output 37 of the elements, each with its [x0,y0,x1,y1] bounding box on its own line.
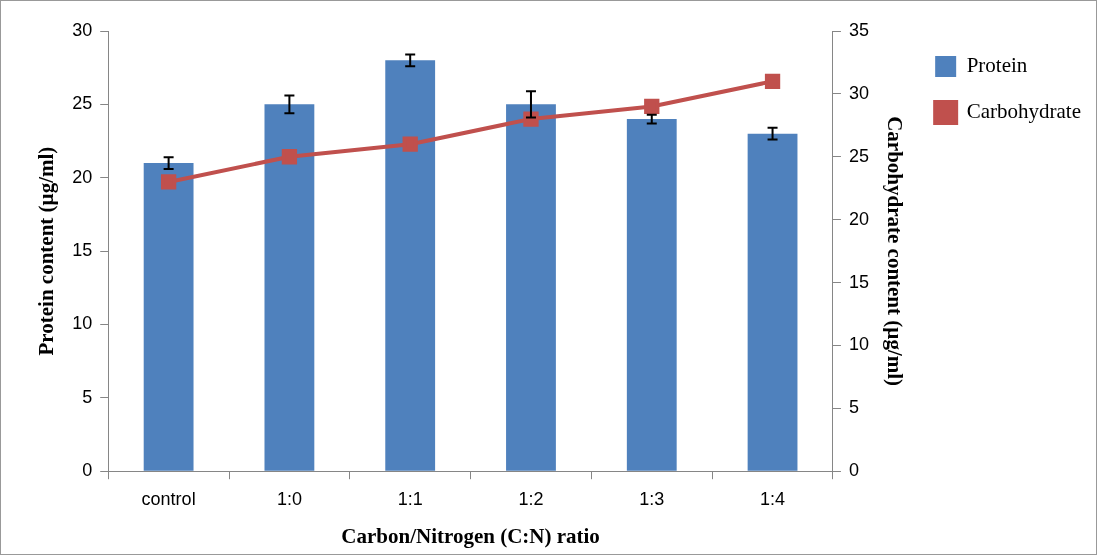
point [160,174,177,190]
bar [506,104,556,471]
y2-tick-label: 15 [848,271,869,292]
y-tick-label: 10 [72,313,93,334]
y-axis-title: Protein content (µg/ml) [34,146,59,356]
legend-label: Carbohydrate [966,99,1081,124]
x-tick-label: 1:2 [518,488,544,509]
y2-tick-label: 30 [848,82,869,103]
x-tick-label: 1:3 [639,488,665,509]
y-tick-label: 15 [72,240,93,261]
point [644,98,660,115]
y2-tick-label: 20 [848,208,869,229]
y2-tick-label: 25 [848,145,869,166]
y2-tick-label: 5 [848,397,859,418]
bar [143,163,194,471]
bar [385,60,436,471]
bar [626,119,677,471]
bar [264,104,315,471]
x-tick-label: 1:4 [760,488,786,509]
point [764,73,781,89]
x-tick-label: 1:0 [276,488,302,509]
bar [747,133,798,471]
y2-tick-label: 0 [848,460,859,481]
legend-label: Protein [966,53,1028,78]
y-tick-label: 25 [72,93,93,114]
y2-tick-label: 35 [848,19,869,40]
y2-tick-label: 10 [848,334,869,355]
y2-axis-title: Carbohydrate content (µg/ml) [883,116,908,387]
x-tick-label: control [141,488,196,509]
point [402,136,418,152]
point [281,149,298,165]
y-tick-label: 30 [72,19,93,40]
x-tick-label: 1:1 [397,488,423,509]
y-tick-label: 5 [82,386,93,407]
y-tick-label: 20 [72,166,93,187]
x-axis-title: Carbon/Nitrogen (C:N) ratio [341,523,600,548]
y-tick-label: 0 [82,460,93,481]
